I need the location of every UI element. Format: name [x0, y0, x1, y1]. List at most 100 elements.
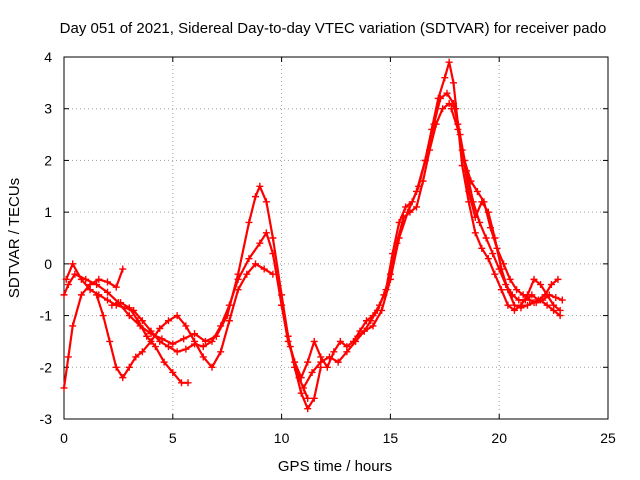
data-point [493, 244, 501, 252]
data-point [436, 94, 444, 102]
data-point [471, 229, 479, 237]
x-axis-label: GPS time / hours [278, 458, 392, 475]
data-point [208, 337, 216, 345]
data-point [269, 270, 277, 278]
data-point [380, 291, 388, 299]
data-point [86, 286, 94, 294]
data-point [112, 283, 120, 291]
data-point [151, 343, 159, 351]
data-point [104, 278, 112, 286]
data-point [500, 260, 508, 268]
data-point [556, 312, 564, 320]
data-point [558, 296, 566, 304]
data-point [225, 301, 233, 309]
data-point [104, 296, 112, 304]
data-point [64, 353, 72, 361]
data-point [99, 312, 107, 320]
data-point [552, 293, 560, 301]
data-point [119, 265, 127, 273]
data-point [106, 337, 114, 345]
axis-ticks: 0 5 10 15 20 25 -3 -2 -1 0 1 2 3 4 [40, 49, 616, 446]
data-point [369, 322, 377, 330]
data-point [160, 358, 168, 366]
grid [64, 57, 608, 419]
data-point [554, 275, 562, 283]
series-line [110, 301, 190, 384]
x-tick-label: 5 [169, 430, 177, 446]
data-point [482, 234, 490, 242]
data-point [260, 265, 268, 273]
data-point [169, 368, 177, 376]
data-point [201, 337, 209, 345]
data-point [245, 218, 253, 226]
data-point [460, 156, 468, 164]
data-point [484, 255, 492, 263]
data-point [354, 332, 362, 340]
data-point [284, 337, 292, 345]
data-point [269, 250, 277, 258]
data-point [317, 358, 325, 366]
data-point [515, 296, 523, 304]
data-point [352, 337, 360, 345]
data-point [112, 363, 120, 371]
data-point [543, 301, 551, 309]
data-point [476, 218, 484, 226]
data-point [199, 343, 207, 351]
data-point [143, 332, 151, 340]
data-point [117, 299, 125, 307]
data-point [419, 177, 427, 185]
data-point [310, 394, 318, 402]
data-point [325, 353, 333, 361]
data-point [297, 374, 305, 382]
data-point [138, 348, 146, 356]
data-point [182, 322, 190, 330]
data-point [60, 291, 68, 299]
data-point [119, 374, 127, 382]
data-point [504, 286, 512, 294]
data-point [530, 275, 538, 283]
data-point [537, 281, 545, 289]
data-point [323, 363, 331, 371]
data-point [199, 353, 207, 361]
x-tick-label: 15 [383, 430, 399, 446]
data-point [489, 250, 497, 258]
y-tick-label: -3 [40, 411, 53, 427]
data-point [497, 265, 505, 273]
series-line [450, 107, 564, 304]
data-point [299, 384, 307, 392]
data-point [262, 229, 270, 237]
data-point [217, 322, 225, 330]
data-point [308, 368, 316, 376]
data-point [69, 260, 77, 268]
series-track-5 [108, 299, 192, 387]
data-point [125, 363, 133, 371]
data-point [528, 291, 536, 299]
data-point [256, 239, 264, 247]
data-point [191, 337, 199, 345]
data-point [108, 301, 116, 309]
data-point [432, 120, 440, 128]
data-point [526, 296, 534, 304]
data-point [104, 288, 112, 296]
data-point [234, 286, 242, 294]
data-point [517, 304, 525, 312]
data-point [465, 187, 473, 195]
data-point [173, 348, 181, 356]
data-point [447, 105, 455, 113]
data-point [77, 275, 85, 283]
data-point [262, 198, 270, 206]
data-point [413, 187, 421, 195]
data-point [336, 337, 344, 345]
y-axis-label: SDTVAR / TECUs [6, 178, 23, 298]
data-point [486, 224, 494, 232]
data-point [164, 343, 172, 351]
x-tick-label: 20 [491, 430, 507, 446]
y-tick-label: 0 [44, 256, 52, 272]
y-tick-label: 4 [44, 49, 52, 65]
data-point [184, 379, 192, 387]
data-point [217, 348, 225, 356]
data-point [519, 291, 527, 299]
data-point [164, 317, 172, 325]
data-point [245, 255, 253, 263]
